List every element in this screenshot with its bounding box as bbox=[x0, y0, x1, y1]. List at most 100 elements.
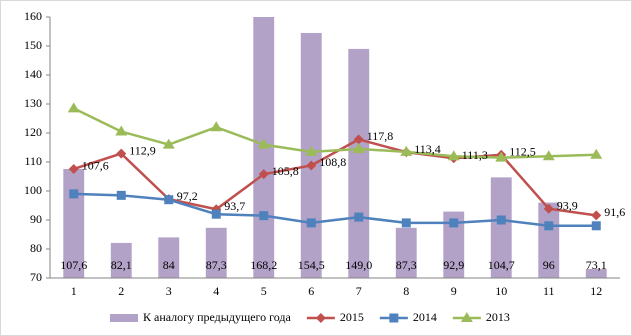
y-tick-label: 120 bbox=[24, 125, 42, 139]
marker bbox=[259, 211, 269, 221]
x-tick-label: 5 bbox=[261, 284, 267, 298]
bar bbox=[348, 48, 370, 278]
marker bbox=[495, 151, 508, 162]
marker bbox=[315, 313, 326, 323]
legend-label: 2014 bbox=[413, 310, 437, 324]
marker bbox=[306, 160, 317, 171]
line-value-label: 113,4 bbox=[414, 142, 441, 156]
bar bbox=[538, 202, 560, 278]
bar bbox=[63, 168, 85, 278]
line-value-label: 91,6 bbox=[604, 205, 625, 219]
marker bbox=[258, 169, 269, 180]
y-tick-label: 90 bbox=[30, 212, 42, 226]
x-tick-label: 7 bbox=[356, 284, 362, 298]
marker bbox=[353, 134, 364, 145]
marker bbox=[116, 190, 126, 200]
marker bbox=[115, 125, 128, 136]
line-value-label: 105,8 bbox=[272, 164, 299, 178]
x-tick-label: 8 bbox=[403, 284, 409, 298]
bar bbox=[158, 237, 180, 278]
marker bbox=[67, 102, 80, 113]
marker bbox=[211, 209, 221, 219]
bar-value-label: 168,2 bbox=[250, 258, 277, 272]
marker bbox=[460, 312, 473, 322]
bar-value-label: 96 bbox=[543, 258, 555, 272]
line-value-label: 117,8 bbox=[367, 129, 394, 143]
marker bbox=[162, 138, 175, 149]
marker bbox=[305, 145, 318, 156]
legend-label: 2013 bbox=[486, 310, 510, 324]
bar-value-label: 107,6 bbox=[60, 258, 87, 272]
marker bbox=[352, 142, 365, 153]
marker bbox=[544, 221, 554, 231]
y-tick-label: 130 bbox=[24, 96, 42, 110]
marker bbox=[210, 121, 223, 132]
y-tick-label: 70 bbox=[30, 270, 42, 284]
bar-value-label: 154,5 bbox=[298, 258, 325, 272]
line bbox=[73, 107, 597, 159]
y-tick-label: 160 bbox=[24, 9, 42, 23]
marker bbox=[447, 150, 460, 161]
line bbox=[73, 138, 597, 217]
x-tick-label: 10 bbox=[495, 284, 507, 298]
marker bbox=[68, 163, 79, 174]
marker bbox=[449, 218, 459, 228]
x-tick-label: 3 bbox=[166, 284, 172, 298]
marker bbox=[400, 145, 413, 156]
line-value-label: 112,5 bbox=[509, 145, 536, 159]
y-tick-label: 80 bbox=[30, 241, 42, 255]
y-tick-label: 140 bbox=[24, 67, 42, 81]
bar-value-label: 92,9 bbox=[443, 258, 464, 272]
line-value-label: 93,7 bbox=[224, 199, 245, 213]
x-tick-label: 11 bbox=[543, 284, 555, 298]
bar bbox=[205, 227, 227, 278]
line-value-label: 111,3 bbox=[462, 148, 488, 162]
x-tick-label: 4 bbox=[213, 284, 219, 298]
line-value-label: 97,2 bbox=[177, 189, 198, 203]
line-value-label: 108,8 bbox=[319, 155, 346, 169]
marker bbox=[542, 150, 555, 161]
bar bbox=[585, 269, 607, 278]
x-tick-label: 2 bbox=[118, 284, 124, 298]
y-tick-label: 150 bbox=[24, 38, 42, 52]
bar-value-label: 87,3 bbox=[206, 258, 227, 272]
marker bbox=[496, 215, 506, 225]
bar-value-label: 87,3 bbox=[396, 258, 417, 272]
bar bbox=[395, 227, 417, 278]
legend-label: 2015 bbox=[340, 310, 364, 324]
x-tick-label: 6 bbox=[308, 284, 314, 298]
marker bbox=[69, 189, 79, 199]
x-tick-label: 9 bbox=[451, 284, 457, 298]
marker bbox=[591, 221, 601, 231]
bar bbox=[110, 242, 132, 278]
y-tick-label: 110 bbox=[24, 154, 42, 168]
bar-value-label: 149,0 bbox=[345, 258, 372, 272]
line-value-label: 112,9 bbox=[129, 143, 156, 157]
bar-value-label: 84 bbox=[163, 258, 175, 272]
marker bbox=[116, 148, 127, 159]
x-tick-label: 1 bbox=[71, 284, 77, 298]
legend-label: К аналогу предыдущего года bbox=[143, 310, 292, 324]
marker bbox=[354, 212, 364, 222]
bar-value-label: 73,1 bbox=[586, 258, 607, 272]
legend-swatch bbox=[110, 314, 138, 322]
y-tick-label: 100 bbox=[24, 183, 42, 197]
marker bbox=[543, 203, 554, 214]
marker bbox=[164, 195, 174, 205]
line-value-label: 93,9 bbox=[557, 198, 578, 212]
marker bbox=[590, 148, 603, 159]
marker bbox=[591, 210, 602, 221]
bar bbox=[490, 177, 512, 278]
bar-value-label: 82,1 bbox=[111, 258, 132, 272]
bar-value-label: 104,7 bbox=[488, 258, 515, 272]
line-value-label: 107,6 bbox=[82, 159, 109, 173]
x-tick-label: 12 bbox=[590, 284, 602, 298]
line bbox=[73, 192, 597, 228]
marker bbox=[257, 138, 270, 149]
marker bbox=[306, 218, 316, 228]
bar bbox=[443, 211, 465, 278]
marker bbox=[389, 313, 399, 323]
marker bbox=[401, 218, 411, 228]
